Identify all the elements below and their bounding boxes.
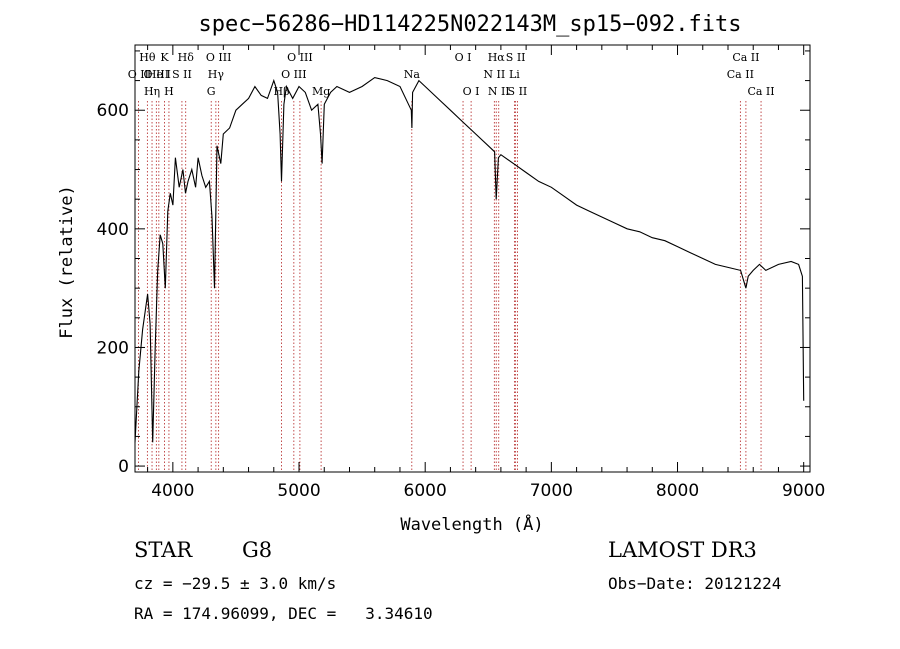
redshift-cz: cz = −29.5 ± 3.0 km/s xyxy=(134,574,337,593)
spectral-line-label: Mg xyxy=(312,85,330,98)
y-tick-label: 400 xyxy=(97,220,129,240)
spectral-line-label: Na xyxy=(404,68,421,81)
chart-title: spec−56286−HD114225N022143M_sp15−092.fit… xyxy=(198,12,741,37)
spectral-line-label: Hγ xyxy=(208,68,225,81)
spectral-line-label: O II xyxy=(128,68,149,81)
spectral-line-label: H xyxy=(164,85,174,98)
object-class: STAR xyxy=(134,538,193,562)
spectral-line-label: Hα xyxy=(488,51,506,64)
x-tick-label: 7000 xyxy=(530,481,573,501)
object-subclass: G8 xyxy=(242,538,273,562)
spectral-line-label: O III xyxy=(206,51,232,64)
plot-frame xyxy=(134,44,811,473)
x-tick-label: 4000 xyxy=(151,481,194,501)
spectral-line-label: He I xyxy=(147,68,171,81)
spectral-line-label: K xyxy=(160,51,169,64)
spectral-line-label: O III xyxy=(281,68,307,81)
spectral-line-label: Li xyxy=(509,68,520,81)
spectral-line-label: Hθ xyxy=(139,51,156,64)
spectral-line-label: O I xyxy=(455,51,472,64)
spectral-line-label: N II xyxy=(483,68,505,81)
spectral-line-label: S II xyxy=(506,51,526,64)
x-tick-label: 9000 xyxy=(782,481,825,501)
spectral-line-label: O I xyxy=(463,85,480,98)
spectral-line-label: Hη xyxy=(144,85,160,98)
spectral-line-label: N II xyxy=(488,85,510,98)
spectral-line-label: Hδ xyxy=(178,51,195,64)
y-tick-label: 600 xyxy=(97,101,129,121)
spectrum-series xyxy=(134,77,805,443)
spectral-line-label: G xyxy=(207,85,216,98)
obs-date: Obs−Date: 20121224 xyxy=(608,574,782,593)
survey-name: LAMOST DR3 xyxy=(608,538,757,562)
spectral-line-label: Ca II xyxy=(747,85,774,98)
spectral-line-label: O III xyxy=(287,51,313,64)
spectral-line-label: O III xyxy=(144,68,170,81)
spectral-line-label: S II xyxy=(508,85,528,98)
spectral-line-label: Ca II xyxy=(732,51,759,64)
spectral-line-label: Ca II xyxy=(727,68,754,81)
x-axis-label: Wavelength (Å) xyxy=(400,513,543,535)
x-tick-label: 6000 xyxy=(404,481,447,501)
axes: 4000 5000 6000 7000 8000 9000 0 200 400 600 xyxy=(97,44,825,501)
spectrum-line xyxy=(134,77,805,443)
y-axis-label: Flux (relative) xyxy=(57,185,77,339)
coordinates: RA = 174.96099, DEC = 3.34610 xyxy=(134,604,433,623)
x-tick-label: 8000 xyxy=(656,481,699,501)
spectral-line-label: S II xyxy=(172,68,192,81)
x-tick-label: 5000 xyxy=(277,481,320,501)
y-tick-label: 0 xyxy=(118,457,129,477)
y-tick-label: 200 xyxy=(97,338,129,358)
